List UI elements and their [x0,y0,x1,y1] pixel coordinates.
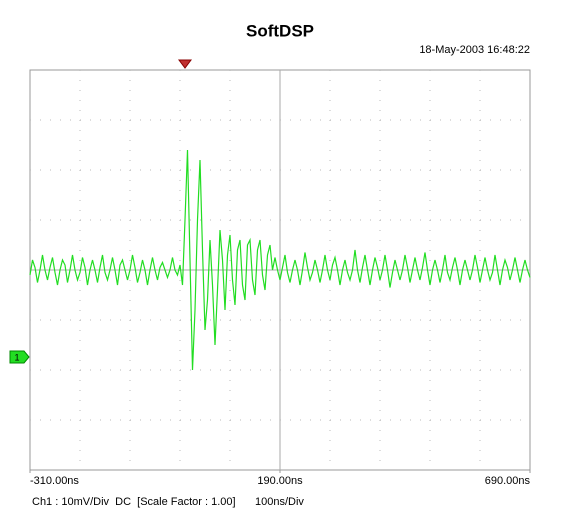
x-tick-label: -310.00ns [30,475,79,487]
x-tick-label: 690.00ns [485,475,531,487]
status: Ch1 : 10mV/Div DC [Scale Factor : 1.00] [32,496,236,508]
x-tick-label: 190.00ns [257,475,303,487]
channel-label: 1 [14,352,19,362]
title: SoftDSP [246,21,314,40]
timestamp: 18-May-2003 16:48:22 [419,44,530,56]
trigger-marker [178,59,192,69]
timebase: 100ns/Div [255,496,304,508]
channel-marker [9,350,30,364]
waveform [29,149,531,371]
